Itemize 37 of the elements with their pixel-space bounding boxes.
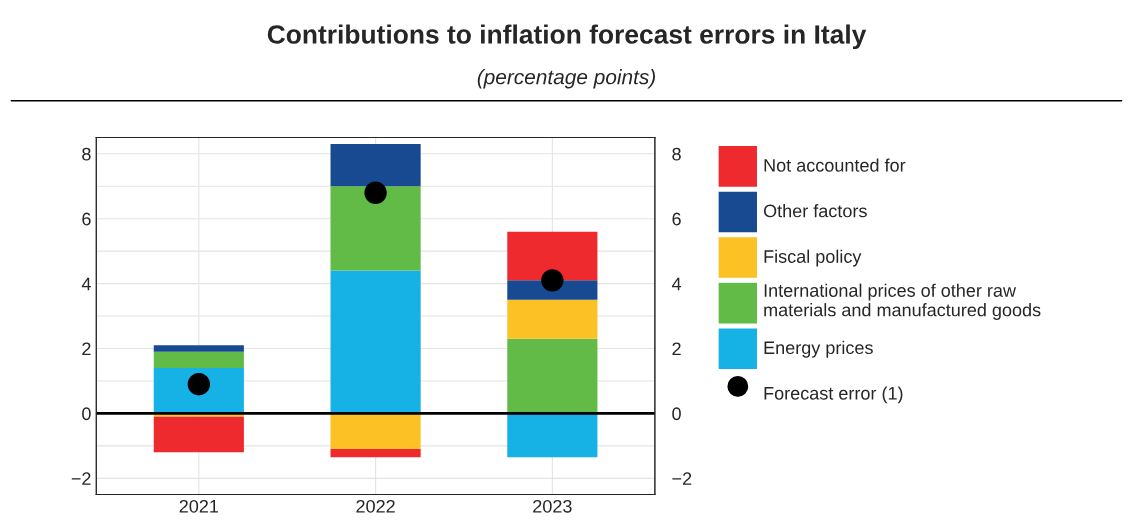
bar	[330, 144, 421, 187]
bar	[330, 413, 421, 450]
y2-tick-label: 2	[672, 342, 681, 356]
y-tick-label: 4	[81, 277, 91, 291]
y2-tick-label: 8	[672, 147, 681, 161]
point	[364, 181, 387, 204]
y2-tick-label: 6	[672, 212, 681, 226]
y2-tick-label: −2	[672, 472, 692, 485]
x-tick-label: 2022	[356, 499, 395, 513]
legend-label: International prices of other raw materials and manufactured goods	[764, 283, 1041, 320]
bar	[507, 413, 598, 458]
bar	[507, 231, 598, 281]
bar	[330, 449, 421, 458]
bar	[153, 345, 244, 352]
legend-label: Forecast error (1)	[764, 386, 903, 404]
chart-title: Contributions to inflation forecast errors in Italy	[267, 24, 867, 50]
legend-label: Not accounted for	[764, 158, 906, 172]
y-tick-label: 0	[82, 407, 91, 421]
bar	[330, 186, 421, 271]
y2-tick-label: 0	[672, 407, 681, 421]
y-tick-label: 2	[82, 342, 91, 356]
bar	[153, 416, 244, 453]
bar	[330, 270, 421, 414]
legend-label: Energy prices	[764, 340, 873, 358]
bar	[153, 351, 244, 368]
legend-label: Other factors	[763, 204, 867, 218]
y2-tick-label: 4	[671, 277, 682, 291]
x-tick-label: 2023	[533, 499, 572, 513]
point	[541, 269, 564, 292]
y-tick-label: 8	[82, 147, 91, 161]
bar	[507, 299, 598, 339]
legend-label: Fiscal policy	[764, 249, 862, 267]
chart-subtitle: (percentage points)	[477, 69, 656, 89]
y-tick-label: −2	[71, 472, 91, 485]
y-tick-label: 6	[82, 212, 91, 226]
x-tick-label: 2021	[179, 499, 219, 513]
bar	[507, 338, 598, 414]
